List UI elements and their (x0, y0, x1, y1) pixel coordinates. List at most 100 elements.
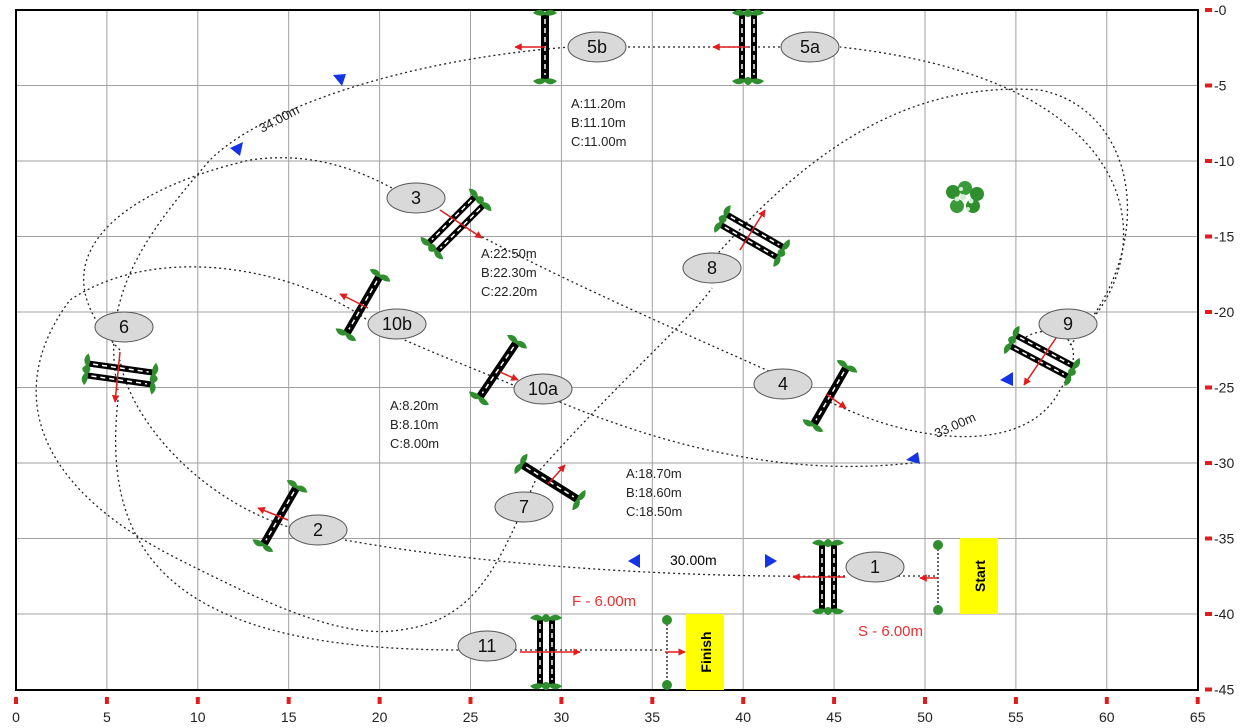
path-8-to-9 (711, 88, 1129, 346)
x-tick-mark (1013, 697, 1018, 704)
gate-label-1: 1 (845, 551, 905, 583)
blue-triangle-icon (906, 452, 920, 464)
gate-label-text: 6 (119, 317, 129, 337)
arrow-9 (1023, 337, 1057, 386)
y-axis: -0 -5 -10 -15 -20 -25 -30 -35 -40 -45 (1205, 2, 1234, 698)
blue-triangle-icon (765, 554, 777, 568)
y-tick-label: -15 (1214, 229, 1234, 245)
path-10a-to-finish-loop (554, 399, 921, 468)
measurement-c: C:22.20m (481, 284, 537, 299)
gate-label-8: 8 (682, 252, 742, 284)
measurement-a: A:8.20m (390, 398, 438, 413)
distance-30: 30.00m (670, 552, 717, 568)
arrow-3 (439, 209, 483, 239)
gate-label-10a: 10a (513, 373, 573, 405)
x-tick-mark (1195, 697, 1200, 704)
measurement-c: C:8.00m (390, 436, 439, 451)
blue-direction-markers (230, 74, 1013, 568)
gate-label-7: 7 (494, 491, 554, 523)
x-tick-mark (923, 697, 927, 704)
gate-label-text: 5b (587, 37, 607, 57)
gate-label-4: 4 (753, 368, 813, 400)
arrow-2 (257, 507, 289, 521)
y-tick-mark (1205, 461, 1212, 465)
x-tick-mark (104, 697, 109, 704)
distance-34: 34.00m (256, 102, 301, 136)
course-frame (15, 9, 1199, 691)
direction-arrows (111, 43, 1057, 656)
gate-label-3: 3 (386, 182, 446, 214)
y-tick-mark (1205, 536, 1212, 541)
blue-triangle-icon (1000, 372, 1013, 386)
x-tick-mark (286, 697, 291, 704)
gate-labels: 1 2 3 4 5a 5b 6 7 8 9 10a 10b 11 (94, 31, 1098, 662)
x-tick-mark (195, 697, 200, 704)
arrow-6 (111, 351, 121, 403)
finish-label: Finish (698, 631, 714, 672)
measurement-block-2: A:22.50m B:22.30m C:22.20m (481, 246, 537, 299)
x-tick-label: 60 (1099, 709, 1115, 725)
measurement-block-1: A:11.20m B:11.10m C:11.00m (571, 96, 626, 149)
x-tick-label: 45 (826, 709, 842, 725)
gate-label-10b: 10b (367, 308, 427, 340)
y-tick-mark (1205, 8, 1212, 12)
y-tick-mark (1205, 385, 1212, 390)
y-tick-mark (1205, 687, 1212, 692)
y-tick-label: -45 (1214, 682, 1234, 698)
gate-label-text: 4 (778, 374, 788, 394)
measurement-a: A:11.20m (571, 96, 626, 111)
y-tick-label: -10 (1214, 153, 1234, 169)
path-6-loop-to-3 (83, 157, 411, 351)
gate-label-5b: 5b (567, 31, 627, 63)
measurement-a: A:18.70m (626, 466, 682, 481)
measurement-c: C:11.00m (571, 134, 626, 149)
x-axis: 0 5 10 15 20 25 30 35 40 45 50 55 60 65 (12, 697, 1206, 725)
path-9-loop-to-5a (839, 46, 1125, 323)
y-tick-mark (1205, 83, 1212, 88)
y-tick-label: -5 (1214, 78, 1227, 94)
x-tick-label: 0 (12, 709, 20, 725)
gate-label-9: 9 (1038, 308, 1098, 340)
measurement-b: B:22.30m (481, 265, 537, 280)
gate-label-text: 10a (528, 379, 559, 399)
start-label: Start (972, 560, 988, 592)
x-tick-label: 50 (917, 709, 933, 725)
finish-distance: F - 6.00m (572, 593, 636, 610)
measurement-b: B:18.60m (626, 485, 682, 500)
y-tick-label: -0 (1214, 2, 1227, 18)
x-tick-label: 15 (281, 709, 297, 725)
measurement-c: C:18.50m (626, 504, 682, 519)
measurement-block-3: A:8.20m B:8.10m C:8.00m (390, 398, 439, 451)
finish-marker: Finish (686, 614, 724, 690)
x-tick-label: 65 (1190, 709, 1206, 725)
y-tick-mark (1205, 310, 1212, 314)
arrow-10a (499, 371, 519, 381)
x-tick-label: 20 (372, 709, 388, 725)
gate-label-11: 11 (457, 630, 517, 662)
gate-label-text: 5a (800, 37, 821, 57)
y-tick-label: -25 (1214, 380, 1234, 396)
start-marker: Start (960, 538, 998, 614)
y-tick-label: -40 (1214, 606, 1234, 622)
start-distance: S - 6.00m (858, 623, 923, 640)
gate-label-text: 7 (519, 497, 529, 517)
blue-triangle-icon (628, 554, 640, 568)
tree-cluster-icon (946, 181, 984, 213)
x-tick-mark (559, 697, 564, 704)
arrow-8 (739, 209, 766, 251)
x-tick-mark (1104, 697, 1109, 704)
path-1-to-2 (344, 539, 846, 577)
measurement-block-4: A:18.70m B:18.60m C:18.50m (626, 466, 682, 519)
blue-triangle-icon (230, 142, 243, 156)
measurement-b: B:11.10m (571, 115, 626, 130)
y-tick-mark (1205, 159, 1212, 163)
x-tick-label: 25 (463, 709, 479, 725)
arrow-7 (547, 464, 566, 485)
gate-label-5a: 5a (780, 31, 840, 63)
x-tick-mark (650, 697, 655, 704)
path-5b-loop-to-6 (113, 46, 571, 391)
x-tick-label: 35 (645, 709, 661, 725)
gate-label-text: 8 (707, 258, 717, 278)
x-tick-mark (468, 697, 473, 704)
